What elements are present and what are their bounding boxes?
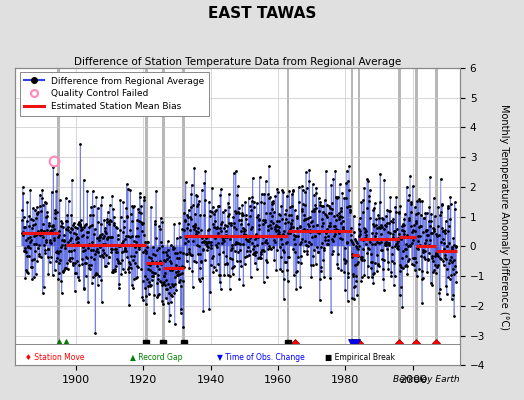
Bar: [435, 68, 438, 365]
Text: ▼ Time of Obs. Change: ▼ Time of Obs. Change: [217, 353, 305, 362]
Bar: [145, 68, 148, 365]
Bar: [58, 68, 60, 365]
Text: ■ Empirical Break: ■ Empirical Break: [325, 353, 395, 362]
Text: ♦ Station Move: ♦ Station Move: [25, 353, 84, 362]
Bar: [15, 344, 460, 365]
Text: ▲ Record Gap: ▲ Record Gap: [129, 353, 182, 362]
Bar: [357, 68, 360, 365]
Bar: [287, 68, 289, 365]
Bar: [351, 68, 354, 365]
Text: Berkeley Earth: Berkeley Earth: [394, 375, 460, 384]
Bar: [182, 68, 185, 365]
Bar: [162, 68, 165, 365]
Bar: [415, 68, 418, 365]
Text: EAST TAWAS: EAST TAWAS: [208, 6, 316, 21]
Title: Difference of Station Temperature Data from Regional Average: Difference of Station Temperature Data f…: [74, 57, 401, 67]
Y-axis label: Monthly Temperature Anomaly Difference (°C): Monthly Temperature Anomaly Difference (…: [499, 104, 509, 330]
Legend: Difference from Regional Average, Quality Control Failed, Estimated Station Mean: Difference from Regional Average, Qualit…: [19, 72, 209, 116]
Bar: [398, 68, 401, 365]
